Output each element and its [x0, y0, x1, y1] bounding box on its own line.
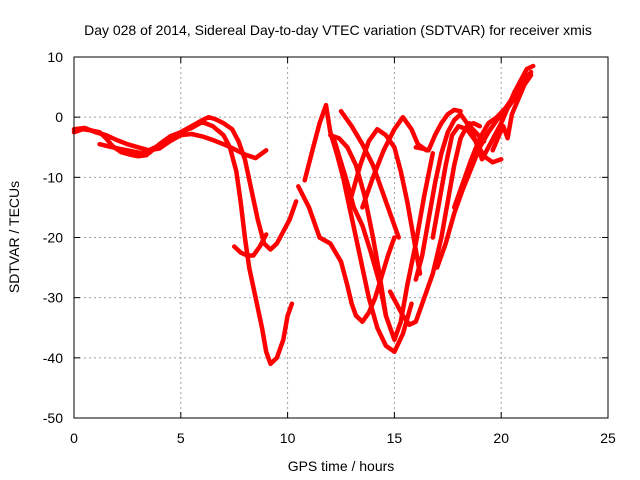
- y-tick-label: 10: [47, 49, 63, 65]
- y-tick-label: 0: [55, 109, 63, 125]
- x-tick-label: 10: [280, 430, 296, 446]
- y-tick-labels: -50 -40 -30 -20 -10 0 10: [43, 49, 63, 426]
- series-arc-21: [490, 72, 534, 153]
- series-arc-12: [338, 108, 401, 240]
- x-tick-label: 25: [600, 430, 616, 446]
- y-tick-label: -40: [43, 350, 63, 366]
- y-tick-label: -10: [43, 169, 63, 185]
- series-arc-3: [97, 129, 184, 156]
- y-tick-label: -50: [43, 410, 63, 426]
- series-arc-15: [413, 107, 463, 153]
- x-tick-labels: 0 5 10 15 20 25: [70, 430, 616, 446]
- x-axis-label: GPS time / hours: [288, 458, 395, 474]
- y-tick-label: -20: [43, 230, 63, 246]
- series-arc-20: [466, 63, 536, 162]
- x-tick-label: 5: [177, 430, 185, 446]
- x-tick-label: 0: [70, 430, 78, 446]
- series-arc-10: [332, 138, 389, 318]
- x-tick-label: 20: [493, 430, 509, 446]
- chart-title: Day 028 of 2014, Sidereal Day-to-day VTE…: [84, 22, 592, 38]
- series-arc-7: [296, 184, 397, 324]
- series-arc-17: [430, 123, 504, 240]
- x-tick-label: 15: [387, 430, 403, 446]
- series-arc-19: [434, 75, 532, 270]
- y-tick-label: -30: [43, 290, 63, 306]
- series-arc-13: [360, 114, 429, 210]
- series-arc-8: [302, 102, 414, 355]
- series-layer: [71, 63, 536, 367]
- series-arc-6: [231, 232, 269, 258]
- tick-layer: [73, 56, 609, 419]
- y-axis-label: SDTVAR / TECUs: [6, 181, 22, 293]
- series-arc-5: [178, 119, 295, 367]
